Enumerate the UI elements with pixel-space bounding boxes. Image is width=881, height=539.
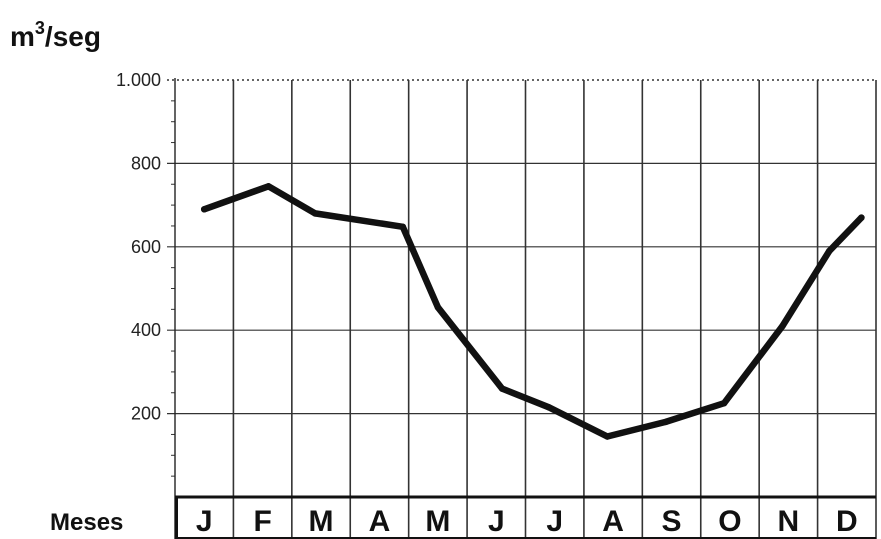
data-points [201, 183, 865, 440]
month-label: A [369, 505, 391, 538]
month-label: F [253, 505, 271, 538]
y-tick-label: 800 [131, 153, 161, 173]
y-axis-title: m3/seg [10, 18, 101, 52]
data-point [826, 247, 833, 255]
month-label: M [309, 505, 334, 538]
y-axis-title-rest: /seg [45, 21, 101, 52]
y-tick-label: 1.000 [116, 70, 161, 90]
month-label: M [425, 505, 450, 538]
month-label: D [836, 505, 858, 538]
month-label: J [546, 505, 563, 538]
x-axis-title: Meses [50, 509, 123, 536]
data-point [312, 210, 319, 217]
data-point [779, 322, 786, 330]
data-point [434, 304, 442, 311]
y-tick-label: 400 [131, 320, 161, 340]
horizontal-gridlines [167, 162, 876, 415]
data-point [662, 418, 669, 426]
month-label: J [196, 505, 213, 538]
month-label: A [602, 505, 624, 538]
data-point [604, 433, 611, 440]
y-tick-labels: 200 400 600 800 1.000 [116, 70, 161, 424]
data-point [720, 399, 728, 407]
data-point [858, 214, 865, 221]
y-tick-label: 200 [131, 404, 161, 424]
data-point [498, 385, 506, 392]
month-label: O [718, 505, 741, 538]
data-point [399, 223, 407, 230]
y-tick-label: 600 [131, 237, 161, 257]
month-label: S [662, 505, 682, 538]
y-axis-title-superscript: 3 [35, 18, 45, 38]
month-label: N [778, 505, 800, 538]
series-line [200, 183, 865, 440]
y-axis-title-base: m [10, 21, 35, 52]
data-point [265, 183, 272, 190]
data-point [201, 206, 208, 213]
month-label: J [488, 505, 505, 538]
vertical-gridlines [232, 80, 877, 539]
data-point [545, 404, 553, 411]
